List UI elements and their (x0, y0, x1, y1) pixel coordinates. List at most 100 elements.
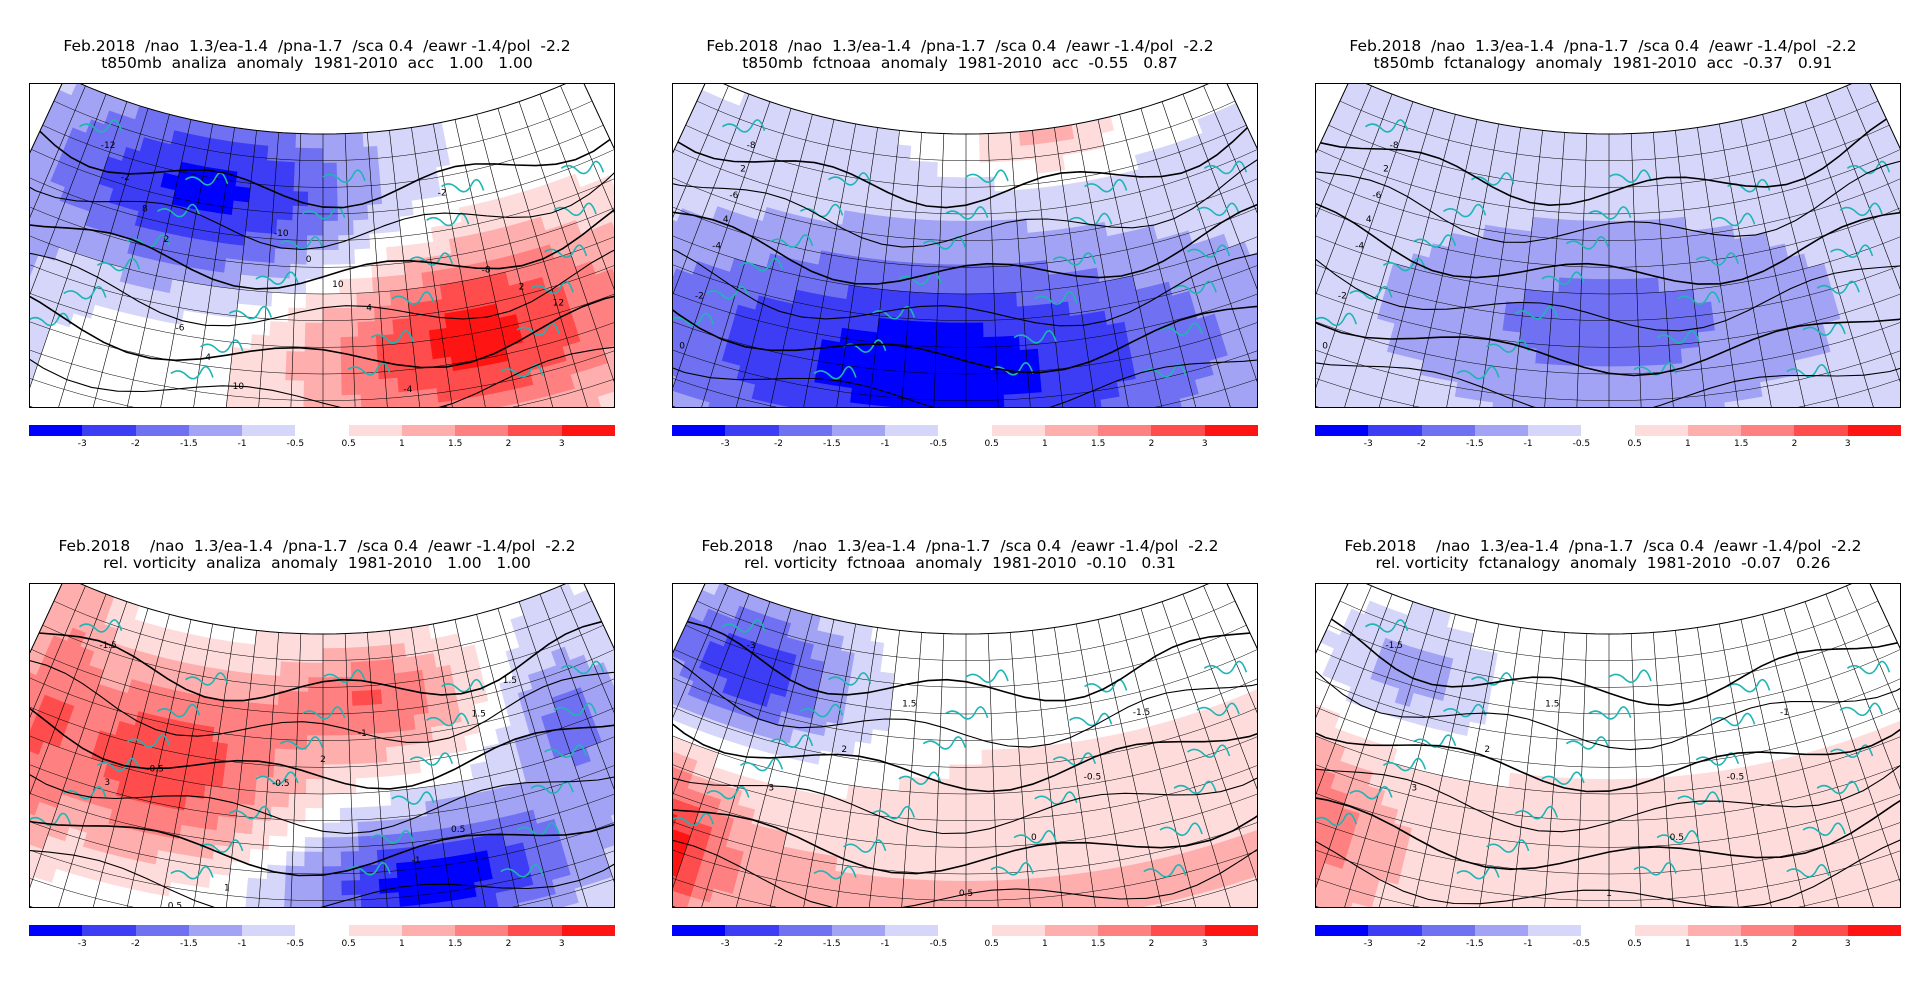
colorbar-tick-label: -1.5 (180, 439, 198, 449)
field-cell (982, 235, 998, 250)
field-cell (342, 380, 361, 395)
field-cell (966, 837, 984, 852)
field-cell (898, 291, 916, 307)
panel-title-line1: Feb.2018 /nao 1.3/ea-1.4 /pna-1.7 /sca 0… (660, 538, 1260, 555)
field-cell (1672, 246, 1689, 262)
field-cell (389, 629, 404, 645)
field-cell (265, 394, 285, 408)
field-cell (1014, 762, 1031, 778)
field-cell (1549, 190, 1565, 206)
field-cell (1024, 688, 1040, 704)
field-cell (912, 836, 931, 851)
field-cell (864, 787, 883, 803)
panel-t850-fctnoaa: Feb.2018 /nao 1.3/ea-1.4 /pna-1.7 /sca 0… (660, 38, 1260, 498)
colorbar-tick-label: 0.5 (984, 439, 998, 449)
field-cell (338, 692, 353, 707)
field-cell (255, 791, 273, 807)
colorbar-swatch (242, 425, 296, 436)
field-cell (1048, 273, 1066, 289)
field-cell (1023, 393, 1043, 408)
field-cell (1573, 337, 1591, 352)
field-cell (270, 821, 288, 836)
field-cell (1068, 182, 1085, 199)
colorbar-tick-label: 0.5 (341, 439, 355, 449)
field-cell (1028, 232, 1045, 248)
field-cell (210, 242, 228, 259)
field-cell (950, 221, 966, 236)
field-cell (1001, 321, 1019, 336)
contour-label: 12 (553, 298, 564, 308)
colorbar-tick-label: 2 (506, 439, 512, 449)
field-cell (358, 836, 377, 851)
anomaly-field: -12-10-8-6-4-202468101210-224 (30, 84, 615, 408)
field-cell (1595, 163, 1609, 178)
field-cell (1663, 349, 1682, 365)
field-cell (1492, 271, 1511, 288)
field-cell (882, 775, 900, 791)
field-cell (870, 891, 891, 907)
field-cell (388, 761, 406, 777)
field-cell (363, 632, 378, 648)
panel-title-line2: t850mb fctanalogy anomaly 1981-2010 acc … (1303, 55, 1903, 72)
field-cell (893, 349, 912, 365)
field-cell (1068, 682, 1085, 699)
field-cell (949, 794, 966, 809)
field-cell (1495, 153, 1511, 170)
field-cell (966, 634, 980, 649)
field-cell (1074, 843, 1094, 860)
contour-label: 3 (768, 784, 774, 794)
field-cell (951, 692, 966, 707)
field-cell (1532, 217, 1549, 233)
field-cell (1681, 347, 1701, 363)
field-cell (893, 174, 909, 190)
field-cell (1656, 233, 1673, 249)
field-cell (983, 793, 1000, 808)
colorbar-swatch (938, 925, 992, 936)
field-cell (228, 127, 243, 143)
field-cell (435, 871, 456, 888)
field-cell (241, 129, 256, 145)
field-cell (210, 742, 228, 759)
field-cell (215, 625, 231, 642)
field-cell (420, 653, 436, 670)
field-cell (881, 289, 899, 305)
field-cell (323, 134, 337, 149)
field-cell (900, 262, 917, 278)
field-cell (1565, 176, 1580, 191)
field-cell (280, 162, 295, 177)
field-cell (925, 133, 939, 148)
field-cell (840, 725, 858, 742)
field-cell (922, 676, 937, 691)
field-cell (339, 779, 356, 794)
field-cell (1667, 188, 1683, 204)
field-cell (388, 261, 406, 277)
field-cell (1002, 350, 1021, 366)
field-cell (224, 156, 240, 172)
field-cell (395, 347, 415, 363)
field-cell (1717, 225, 1735, 242)
field-cell (323, 221, 339, 236)
field-cell (852, 153, 868, 170)
field-cell (323, 192, 338, 207)
field-cell (266, 161, 281, 177)
field-cell (908, 175, 923, 191)
colorbar-swatch (992, 925, 1046, 936)
panel-t850-fctanalogy: Feb.2018 /nao 1.3/ea-1.4 /pna-1.7 /sca 0… (1303, 38, 1903, 498)
field-cell (269, 836, 288, 851)
field-cell (1674, 261, 1692, 277)
field-cell (381, 907, 402, 908)
field-cell (414, 713, 431, 730)
field-cell (1640, 234, 1656, 249)
field-cell (1561, 249, 1578, 264)
field-cell (1667, 407, 1688, 408)
field-cell (1063, 653, 1079, 670)
field-cell (1708, 271, 1727, 288)
field-cell (1609, 381, 1628, 396)
field-cell (1042, 891, 1063, 907)
colorbar-swatch (1741, 425, 1795, 436)
panel-t850-analysis: Feb.2018 /nao 1.3/ea-1.4 /pna-1.7 /sca 0… (17, 38, 617, 498)
